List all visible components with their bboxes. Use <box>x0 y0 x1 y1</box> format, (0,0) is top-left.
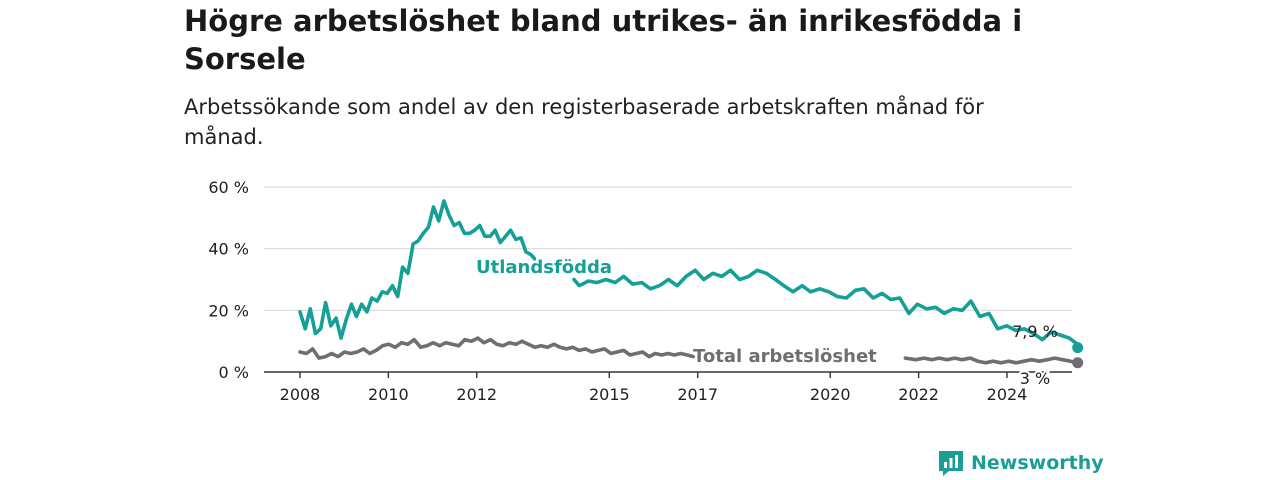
y-tick-label: 20 % <box>208 301 249 320</box>
x-tick-label: 2017 <box>677 385 718 404</box>
x-tick-label: 2012 <box>456 385 497 404</box>
x-tick-label: 2022 <box>898 385 939 404</box>
end-point-utlandsfodda <box>1072 342 1084 354</box>
newsworthy-logo-icon <box>939 451 963 476</box>
brand[interactable]: Newsworthy <box>937 449 1104 477</box>
x-tick-label: 2015 <box>589 385 630 404</box>
brand-name: Newsworthy <box>971 452 1104 474</box>
end-label-utlandsfodda: 7,9 % <box>1012 322 1058 341</box>
y-tick-label: 0 % <box>219 363 249 382</box>
x-tick-label: 2010 <box>368 385 409 404</box>
x-tick-label: 2020 <box>810 385 851 404</box>
chart-title: Högre arbetslöshet bland utrikes- än inr… <box>184 4 1023 76</box>
x-tick-label: 2024 <box>987 385 1028 404</box>
x-tick-label: 2008 <box>280 385 321 404</box>
y-tick-label: 40 % <box>208 240 249 259</box>
end-point-total <box>1072 357 1084 369</box>
series-line-utlandsfodda-part2 <box>572 268 1080 347</box>
series-line-total-part1 <box>298 336 696 360</box>
y-tick-label: 60 % <box>208 178 249 197</box>
chart-subtitle: Arbetssökande som andel av den registerb… <box>184 95 984 149</box>
series-label-total: Total arbetslöshet <box>693 346 877 367</box>
series-line-utlandsfodda-part1 <box>298 199 539 340</box>
series-label-utlandsfodda: Utlandsfödda <box>476 257 612 278</box>
series-line-total-part2 <box>903 356 1080 365</box>
end-label-total: 3 % <box>1020 369 1050 388</box>
